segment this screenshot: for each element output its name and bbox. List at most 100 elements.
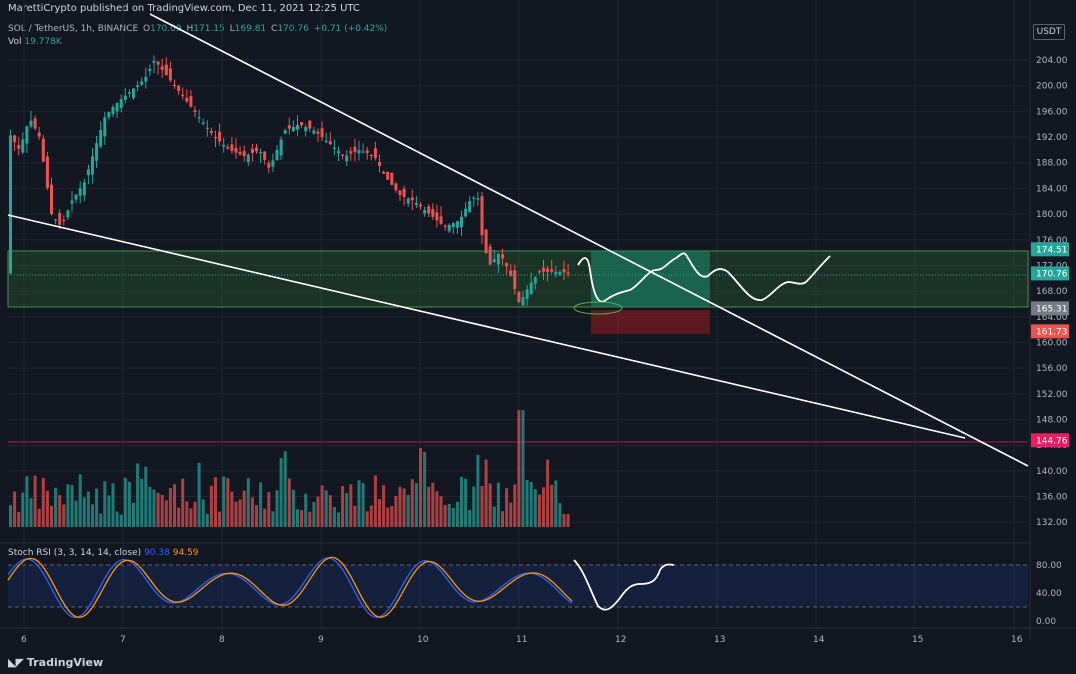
volume-bar (152, 489, 156, 527)
candle-body (468, 201, 472, 213)
candle-body (177, 85, 181, 91)
volume-bar (156, 492, 160, 527)
candle-body (521, 297, 525, 306)
candle-body (316, 131, 320, 134)
volume-bar (460, 476, 463, 527)
candle-body (115, 102, 119, 112)
candle-body (447, 224, 451, 232)
price-tag-label: 170.76 (1036, 269, 1068, 279)
candle-body (369, 154, 373, 157)
volume-bar (373, 475, 377, 527)
volume-bar (242, 490, 246, 527)
candle-body (50, 184, 53, 215)
volume-bar (33, 475, 37, 527)
candle-body (279, 139, 283, 156)
candle-body (197, 117, 201, 119)
currency-button[interactable]: USDT (1033, 24, 1065, 40)
projected-path (577, 252, 831, 303)
volume-bar (353, 505, 357, 527)
volume-bar (107, 495, 111, 527)
candle-body (464, 208, 468, 217)
volume-bar (337, 512, 340, 527)
volume-bar (513, 484, 517, 527)
candle-body (148, 68, 152, 72)
volume-bar (341, 486, 345, 527)
candle-body (324, 140, 328, 142)
tradingview-brand[interactable]: ◣◤ TradingView (8, 656, 104, 669)
volume-bar (312, 501, 316, 527)
candle-body (394, 183, 398, 191)
upper-trendline (149, 13, 1029, 467)
volume-bar (173, 484, 176, 527)
candle-body (58, 213, 62, 225)
volume-bar (214, 477, 217, 527)
candle-body (193, 110, 197, 113)
candle-body (78, 188, 82, 196)
volume-bar (566, 513, 570, 527)
stop-zone (591, 310, 710, 334)
volume-bar (345, 493, 349, 527)
candle-body (451, 223, 455, 228)
price-tick: 168.00 (1036, 287, 1068, 297)
volume-bar (480, 485, 484, 527)
symbol-name: SOL / TetherUS, 1h, BINANCE (8, 24, 139, 34)
candle-body (29, 120, 33, 127)
volume-bar (50, 506, 53, 527)
volume-bar (492, 506, 496, 527)
volume-bar (291, 489, 295, 527)
volume-bar (558, 503, 562, 527)
volume-bar (447, 503, 451, 527)
volume-bar (230, 491, 234, 527)
volume-bar (484, 459, 488, 527)
price-tick: 148.00 (1036, 416, 1068, 426)
candle-body (242, 151, 246, 157)
candle-body (246, 154, 250, 163)
volume-bar (394, 496, 398, 527)
rsi-d-line (7, 556, 573, 619)
candle-body (390, 172, 394, 185)
volume-bar (222, 476, 226, 527)
volume-bar (476, 454, 480, 527)
price-axis: 204.00 200.00 196.00 192.00 188.00 184.00 180.… (1036, 56, 1068, 528)
volume-bar (103, 481, 107, 527)
lower-trendline (7, 214, 966, 439)
volume-bar (398, 486, 402, 527)
volume-bar (66, 484, 70, 527)
candle-body (517, 292, 521, 303)
price-tag (1031, 266, 1069, 281)
volume-bar (111, 483, 115, 527)
candle-body (156, 61, 160, 65)
volume-bar (435, 491, 439, 527)
volume-bars (9, 410, 570, 527)
volume-bar (419, 448, 422, 527)
candle-body (537, 271, 541, 273)
candle-body (9, 135, 12, 274)
volume-bar (423, 451, 427, 527)
candle-body (123, 95, 127, 100)
candle-body (66, 210, 70, 218)
volume-bar (259, 482, 263, 527)
volume-bar (148, 486, 152, 527)
volume-bar (455, 501, 459, 527)
volume-bar (525, 480, 529, 527)
volume-bar (300, 510, 304, 527)
volume-bar (13, 491, 17, 527)
candle-body (255, 147, 258, 152)
candle-body (472, 197, 476, 199)
candle-body (546, 268, 550, 272)
candle-body (488, 246, 492, 265)
volume-bar (328, 495, 332, 527)
volume-bar (410, 479, 414, 527)
price-tick: 164.00 (1036, 313, 1068, 323)
grid (8, 0, 1028, 628)
volume-value: 19.778K (24, 37, 62, 47)
time-tick: 6 (21, 635, 27, 645)
candle-body (480, 196, 484, 236)
candle-body (558, 271, 562, 275)
candle-body (21, 139, 25, 153)
volume-bar (21, 492, 25, 527)
change-value: +0.71 (+0.42%) (313, 24, 388, 34)
volume-bar (378, 499, 381, 527)
volume-bar (304, 493, 308, 527)
